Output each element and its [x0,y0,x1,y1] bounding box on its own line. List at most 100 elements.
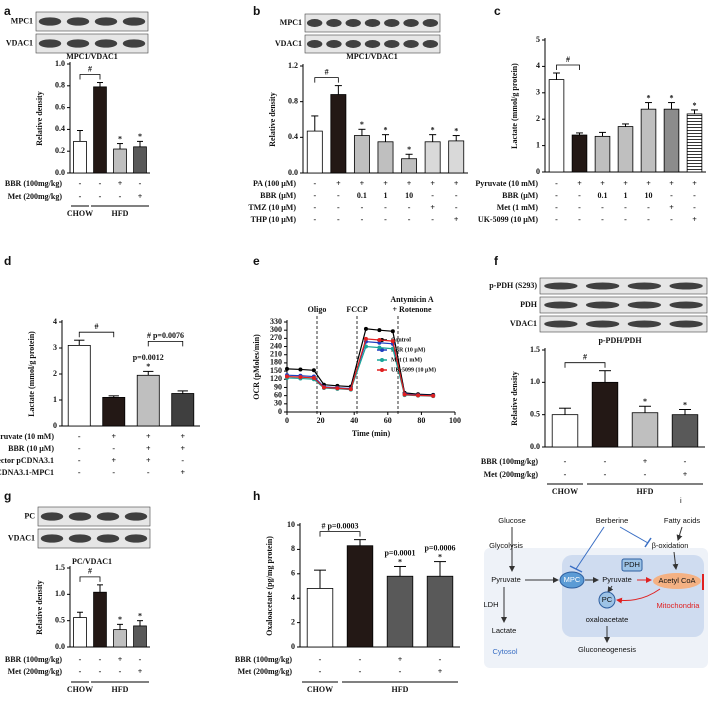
significance-mark: * [360,120,364,129]
blot-strip [539,277,708,295]
x-tick-label: 40 [350,416,358,425]
node: Glycolysis [489,541,523,550]
blot-label: VDAC1 [510,319,537,328]
condition-sign: 0.1 [357,191,367,200]
bar [306,588,334,648]
blot-band [345,19,361,27]
panel-letter: c [494,4,501,18]
legend-label: UK-5099 (10 μM) [391,366,436,373]
point [431,393,436,398]
blot-band [326,19,342,27]
inhibition-bar [644,537,652,548]
condition-sign: + [577,179,582,188]
condition-sign: + [118,179,123,188]
node: Acetyl CoA [658,576,695,585]
condition-sign: - [359,655,362,664]
bar [67,344,91,427]
y-tick-label: 90 [274,382,282,391]
condition-label: BBR (μM) [260,191,296,200]
y-tick-label: 0.0 [288,168,298,177]
panel-letter: d [4,254,11,268]
arrow [676,526,683,541]
inhibition-bar [569,565,583,573]
condition-sign: - [319,667,322,676]
blot-strip [539,296,708,314]
y-tick-label: 0.8 [55,81,65,90]
legend-label: Control [391,337,411,343]
condition-sign: - [119,192,122,201]
point [285,366,289,371]
condition-sign: + [336,179,341,188]
blot-band [96,534,120,543]
y-tick-label: 4 [53,317,57,326]
condition-label: Met (200mg/kg) [238,667,293,676]
y-tick-label: 8 [291,544,295,553]
group-label: CHOW [307,685,333,694]
condition-sign: - [313,215,316,224]
blot-band [122,39,146,48]
point [377,328,382,333]
condition-sign: - [670,215,673,224]
blot-label: MPC1 [11,16,33,25]
condition-sign: - [319,655,322,664]
condition-label: BBR (100mg/kg) [5,655,62,664]
bar [426,575,454,648]
bar [631,412,659,448]
y-tick-label: 270 [270,333,282,342]
significance-bracket [147,341,184,347]
annotation: # [566,55,570,64]
condition-sign: 1 [384,191,388,200]
condition-sign: - [361,215,364,224]
condition-label: THP (10 μM) [251,215,297,224]
y-tick-label: 0.0 [530,442,540,451]
y-tick-label: 0.6 [55,102,65,111]
y-axis-label: Relative density [35,91,44,145]
blot-band [40,534,64,543]
y-axis-label: Lactate (mmol/g protein) [27,331,36,417]
condition-sign: + [111,456,116,465]
point [377,345,382,350]
y-tick-label: 0.8 [288,96,298,105]
point [311,375,316,380]
blot-band [544,282,578,290]
blot-band [403,40,419,48]
condition-sign: 10 [405,191,413,200]
blot-label: VDAC1 [6,38,33,47]
condition-sign: + [692,215,697,224]
node: oxaloacetate [586,615,629,624]
blot-strip [37,528,151,549]
y-tick-label: 0 [278,407,282,416]
condition-sign: - [693,203,696,212]
significance-mark: * [146,362,150,371]
panel-letter: b [253,4,260,18]
blot-band [384,19,400,27]
y-axis-label: Relative density [268,92,277,146]
group-label: CHOW [67,685,93,694]
condition-sign: - [604,457,607,466]
y-tick-label: 1.2 [288,61,298,70]
blot-band [122,17,146,26]
y-tick-label: 0.4 [55,124,65,133]
condition-sign: - [399,667,402,676]
bar [548,79,565,173]
blot-band [627,320,662,328]
bar [133,146,147,174]
condition-sign: - [181,456,184,465]
condition-label: Met (200mg/kg) [8,667,63,676]
blot-band [544,301,578,309]
condition-sign: - [384,215,387,224]
condition-sign: + [407,179,412,188]
bar [401,158,418,174]
y-tick-label: 0.0 [55,642,65,651]
y-tick-label: 2 [53,369,57,378]
annotation: # [95,322,99,331]
group-label: HFD [392,685,409,694]
condition-sign: 10 [645,191,653,200]
annotation: p=0.0001 [384,548,415,557]
condition-label: Met (200mg/kg) [8,192,63,201]
blot-band [403,19,419,27]
blot-strip [37,506,151,527]
significance-bracket [319,531,361,537]
condition-sign: + [180,468,185,477]
